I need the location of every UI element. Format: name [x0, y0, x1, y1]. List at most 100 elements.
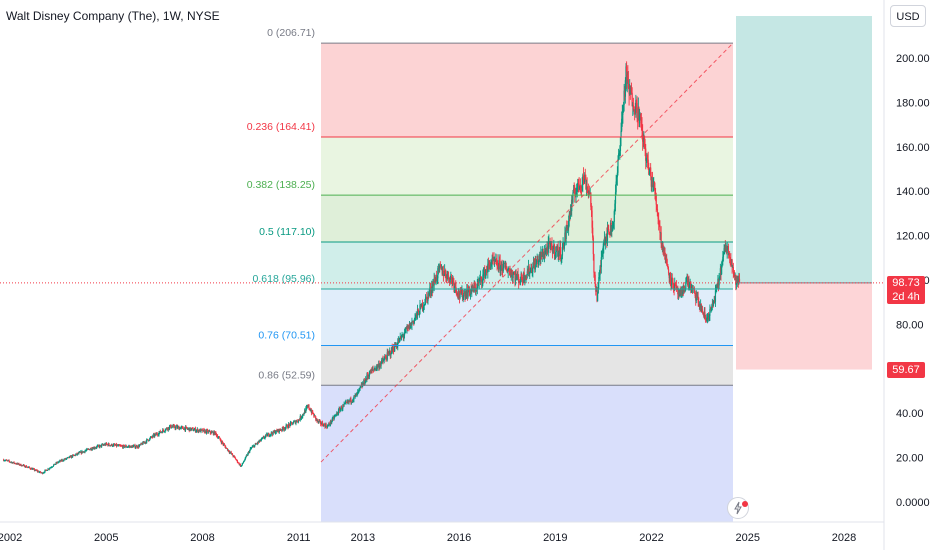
candle-body: [618, 151, 620, 154]
candle-body: [202, 429, 204, 432]
candle-body: [682, 286, 684, 295]
candle-body: [72, 454, 74, 456]
candle-body: [436, 275, 438, 280]
candle-body: [246, 455, 248, 457]
candle-body: [644, 146, 646, 149]
candle-body: [613, 211, 615, 222]
candle-body: [437, 266, 440, 269]
candle-body: [427, 293, 429, 302]
candle-body: [129, 446, 131, 447]
candle-body: [423, 304, 425, 306]
candle-body: [151, 437, 153, 438]
candle-body: [250, 448, 252, 449]
candle-body: [163, 431, 166, 433]
candle-body: [475, 288, 477, 292]
candle-body: [409, 323, 411, 329]
candle-body: [102, 444, 104, 446]
candle-body: [280, 429, 282, 431]
candle-body: [225, 446, 227, 449]
candle-body: [12, 462, 14, 464]
candle-body: [268, 435, 271, 437]
candle-body: [641, 126, 643, 131]
candle-body: [616, 177, 618, 182]
candle-body: [511, 272, 513, 274]
candle-body: [527, 266, 530, 274]
candle-body: [416, 313, 418, 316]
candle-body: [164, 430, 166, 432]
candle-body: [471, 289, 473, 293]
candle-body: [643, 135, 646, 147]
candle-body: [679, 291, 681, 297]
candle-body: [687, 281, 689, 286]
candle-body: [13, 461, 15, 464]
candle-body: [204, 430, 206, 433]
candle-body: [52, 466, 54, 468]
candle-body: [676, 287, 678, 289]
candle-body: [368, 375, 370, 377]
fib-level-label: 0.76 (70.51): [258, 329, 315, 341]
long-position-target-zone[interactable]: [736, 16, 872, 283]
candle-body: [504, 262, 506, 268]
candle-body: [445, 273, 447, 279]
candle-body: [305, 408, 307, 413]
candle-body: [79, 452, 81, 454]
candle-body: [463, 293, 465, 297]
candle-body: [63, 459, 65, 461]
candle-body: [729, 253, 731, 258]
candle-body: [179, 427, 181, 430]
candle-body: [564, 232, 567, 240]
candle-body: [71, 455, 73, 458]
candle-body: [366, 374, 368, 380]
candle-body: [67, 456, 69, 458]
candle-body: [622, 106, 624, 115]
candle-body: [235, 459, 237, 461]
candle-body: [53, 463, 55, 465]
candle-body: [165, 427, 168, 429]
candle-body: [238, 462, 240, 464]
candle-body: [331, 417, 333, 422]
time-tick-label: 2022: [639, 532, 663, 544]
candle-body: [658, 218, 660, 225]
candle-body: [364, 382, 366, 384]
candle-body: [553, 244, 555, 249]
candle-body: [4, 460, 6, 462]
candle-body: [59, 460, 61, 462]
candle-body: [709, 309, 712, 311]
candle-body: [347, 400, 350, 403]
candle-body: [695, 296, 697, 301]
candle-body: [540, 251, 543, 257]
candle-body: [346, 402, 348, 403]
candle-body: [24, 466, 26, 468]
candle-body: [70, 455, 73, 458]
candle-body: [589, 192, 591, 194]
candle-body: [725, 250, 727, 251]
candle-body: [257, 441, 259, 443]
candle-body: [430, 292, 432, 294]
candle-body: [643, 135, 645, 142]
candle-body: [669, 272, 672, 284]
candle-body: [489, 265, 491, 269]
candle-body: [392, 347, 395, 351]
candle-body: [92, 448, 94, 450]
candle-body: [240, 466, 242, 467]
candle-body: [607, 227, 609, 230]
candle-body: [498, 260, 501, 261]
candle-body: [193, 429, 195, 431]
candle-body: [273, 431, 275, 433]
candle-body: [42, 473, 44, 474]
candle-body: [547, 249, 549, 253]
candle-body: [260, 438, 263, 441]
candle-body: [246, 455, 248, 457]
candle-body: [307, 404, 309, 407]
candle-body: [606, 227, 609, 241]
candle-body: [282, 427, 284, 429]
candle-body: [694, 290, 696, 297]
candle-body: [170, 425, 172, 428]
candle-body: [388, 351, 390, 354]
candle-body: [39, 471, 41, 473]
candle-body: [237, 462, 239, 464]
currency-button[interactable]: USD: [890, 5, 926, 27]
candle-body: [41, 472, 44, 474]
long-position-stop-zone[interactable]: [736, 282, 872, 370]
